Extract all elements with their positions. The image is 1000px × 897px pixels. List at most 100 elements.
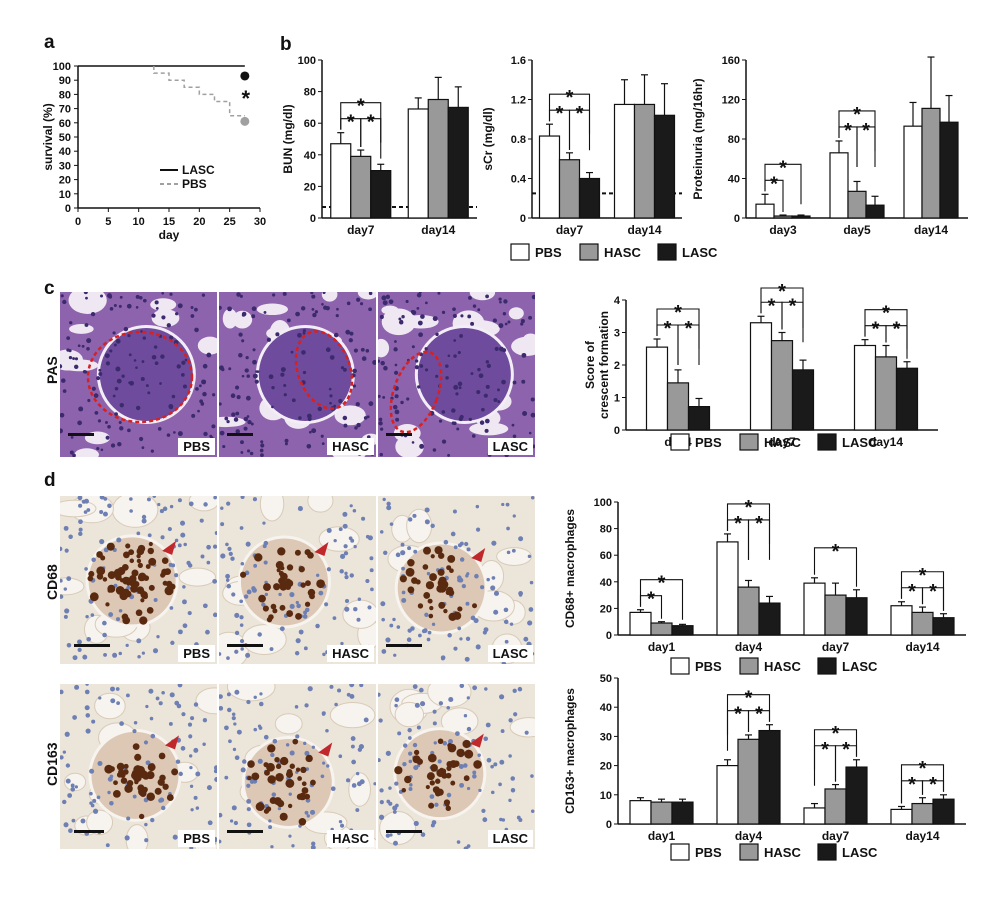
nucleus — [307, 686, 313, 692]
nucleus — [85, 728, 91, 734]
nucleus — [129, 497, 133, 501]
nucleus — [190, 716, 195, 721]
stained-cell — [316, 579, 325, 589]
nucleus — [182, 384, 187, 389]
nucleus — [90, 311, 96, 317]
legend-label: PBS — [182, 177, 207, 191]
nucleus — [402, 761, 407, 767]
nucleus — [109, 307, 114, 311]
nucleus — [432, 316, 438, 322]
nucleus — [182, 599, 187, 605]
nucleus — [410, 626, 415, 631]
nucleus — [379, 530, 384, 534]
nucleus — [173, 340, 179, 345]
stained-cell — [136, 558, 142, 564]
bar-pbs — [749, 322, 773, 431]
nucleus — [238, 353, 243, 358]
nucleus — [441, 310, 446, 315]
bar-pbs — [890, 605, 913, 636]
bar-lasc — [653, 114, 676, 219]
nucleus — [482, 817, 488, 823]
nucleus — [493, 397, 498, 402]
nucleus — [119, 426, 124, 431]
stained-cell — [130, 578, 135, 584]
nucleus — [167, 527, 172, 532]
stained-cell — [266, 762, 275, 772]
nucleus — [178, 771, 183, 777]
nucleus — [117, 441, 122, 447]
nucleus — [89, 801, 93, 805]
nucleus — [188, 501, 194, 507]
stained-cell — [272, 608, 278, 614]
nucleus — [411, 441, 415, 444]
nucleus — [386, 799, 391, 804]
nucleus — [227, 707, 232, 713]
significance-bracket — [813, 547, 858, 587]
stained-cell — [240, 571, 247, 578]
stained-cell — [139, 616, 148, 625]
nucleus — [155, 696, 160, 701]
nucleus — [214, 530, 217, 535]
cd68-lasc-image: LASC — [378, 496, 535, 664]
nucleus — [177, 303, 183, 309]
stained-cell — [274, 756, 280, 763]
stained-cell — [158, 752, 166, 760]
nucleus — [127, 333, 131, 338]
nucleus — [224, 416, 229, 421]
category-label: day7 — [347, 223, 375, 237]
nucleus — [413, 765, 419, 771]
stained-cell — [286, 610, 294, 618]
nucleus — [356, 297, 361, 302]
nucleus — [84, 567, 88, 571]
significance-bracket — [639, 595, 663, 619]
nucleus — [412, 513, 417, 518]
nucleus — [382, 300, 388, 306]
tubule-lumen — [381, 308, 416, 336]
nucleus — [246, 415, 250, 418]
significance-bracket — [921, 780, 945, 795]
nucleus — [289, 750, 295, 756]
nucleus — [324, 602, 329, 607]
tubule-lumen — [511, 336, 535, 356]
nucleus — [295, 734, 300, 739]
nucleus — [503, 619, 509, 625]
cd68-hasc-image: HASC — [219, 496, 376, 664]
x-axis-label: day — [159, 228, 180, 242]
tubule — [195, 687, 217, 715]
nucleus — [363, 717, 369, 723]
nucleus — [136, 531, 141, 536]
nucleus — [350, 736, 356, 741]
nucleus — [420, 314, 425, 319]
significance-star: * — [685, 318, 693, 340]
significance-bracket — [764, 163, 802, 205]
nucleus — [206, 352, 212, 358]
nucleus — [200, 554, 205, 559]
nucleus — [84, 323, 89, 327]
category-label: day1 — [648, 640, 676, 654]
nucleus — [378, 394, 381, 398]
stained-cell — [87, 575, 94, 582]
panel-letter-b: b — [280, 34, 292, 55]
nucleus — [502, 312, 507, 316]
stained-cell — [425, 784, 430, 790]
nucleus — [144, 822, 148, 827]
nucleus — [271, 385, 275, 390]
nucleus — [345, 329, 351, 335]
nucleus — [289, 591, 295, 598]
nucleus — [246, 822, 252, 828]
nucleus — [475, 644, 481, 650]
stained-cell — [447, 743, 453, 748]
nucleus — [361, 516, 366, 521]
nucleus — [388, 786, 392, 790]
nucleus — [393, 347, 398, 352]
legend-label: HASC — [764, 845, 801, 860]
nucleus — [246, 374, 251, 378]
stained-cell — [401, 788, 407, 793]
nucleus — [453, 545, 458, 550]
nucleus — [445, 364, 449, 368]
stained-cell — [439, 767, 444, 773]
nucleus — [385, 637, 391, 643]
nucleus — [85, 713, 91, 718]
nucleus — [477, 367, 481, 372]
nucleus — [499, 694, 505, 700]
